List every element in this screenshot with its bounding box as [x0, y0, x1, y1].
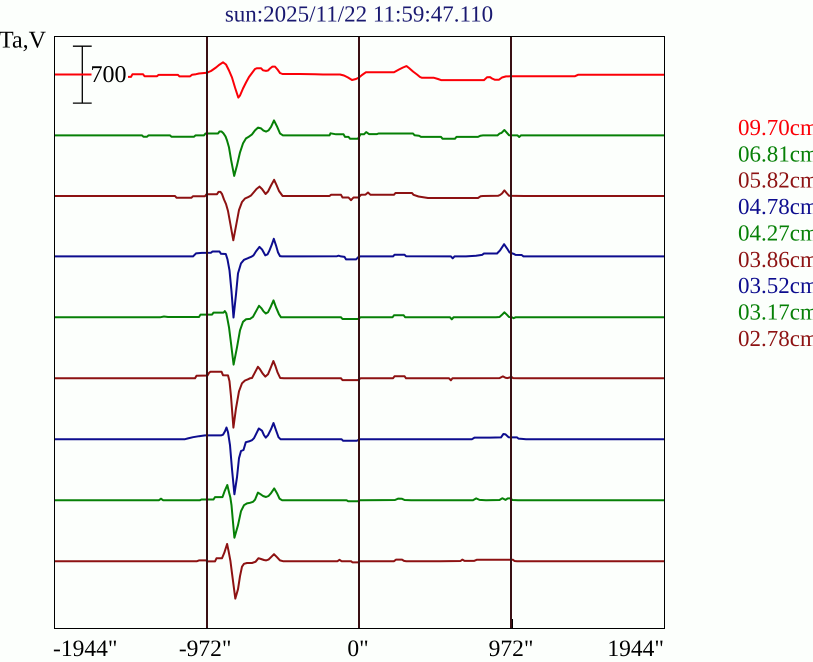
svg-text:sun:2025/11/22 11:59:47.110: sun:2025/11/22 11:59:47.110 [225, 2, 493, 27]
svg-text:1944": 1944" [607, 636, 664, 662]
svg-text:04.78cm: 04.78cm [738, 194, 813, 219]
svg-text:0": 0" [347, 636, 368, 662]
svg-text:03.52cm: 03.52cm [738, 273, 813, 298]
svg-text:05.82cm: 05.82cm [738, 168, 813, 193]
svg-text:02.78cm: 02.78cm [738, 326, 813, 351]
svg-text:700: 700 [91, 62, 127, 88]
svg-text:06.81cm: 06.81cm [738, 141, 813, 166]
svg-text:-972": -972" [179, 636, 232, 662]
svg-text:09.70cm: 09.70cm [738, 115, 813, 140]
svg-text:972": 972" [489, 636, 534, 662]
svg-text:04.27cm: 04.27cm [738, 221, 813, 246]
svg-text:-1944": -1944" [53, 636, 117, 662]
svg-text:03.17cm: 03.17cm [738, 300, 813, 325]
svg-text:Ta,V: Ta,V [0, 28, 47, 54]
svg-text:03.86cm: 03.86cm [738, 247, 813, 272]
